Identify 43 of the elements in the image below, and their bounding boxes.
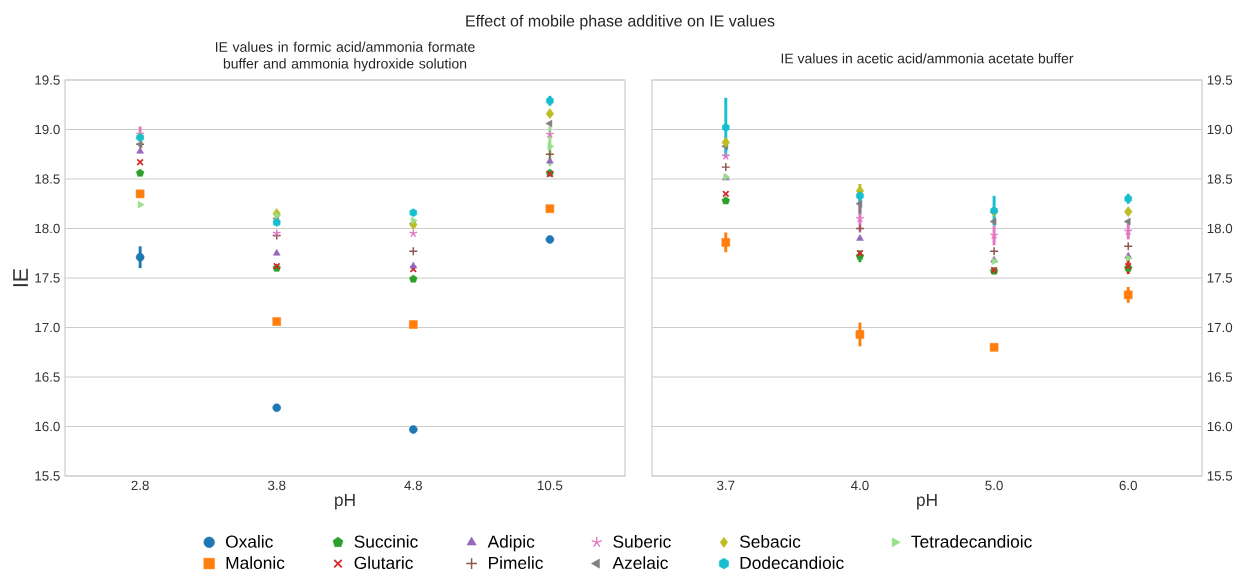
y-tick-label: 16.5 <box>35 372 60 382</box>
x-tick-label: 5.0 <box>985 480 1003 491</box>
legend-label: Dodecandioic <box>740 556 844 570</box>
x-tick-label: 3.8 <box>267 480 286 491</box>
x-tick-label: 3.7 <box>717 480 735 491</box>
y-tick-label: 16.5 <box>1207 372 1233 382</box>
y-tick-label: 16.0 <box>1207 421 1233 432</box>
y-tick-label: 15.5 <box>35 471 60 481</box>
y-tick-label: 19.5 <box>1207 75 1233 85</box>
x-tick-label: 6.0 <box>1119 480 1137 491</box>
x-axis-title: pH <box>335 493 355 510</box>
y-axis-title: IE <box>13 268 28 287</box>
y-tick-label: 19.0 <box>1207 124 1233 135</box>
legend-label: Succinic <box>354 535 418 548</box>
chart-title: Effect of mobile phase additive on IE values <box>466 14 775 30</box>
y-tick-label: 17.5 <box>1207 273 1233 283</box>
y-tick-label: 16.0 <box>35 421 60 432</box>
chart-title: IE values in acetic acid/ammonia acetate buffer <box>781 53 1074 64</box>
y-tick-label: 18.5 <box>1207 174 1233 184</box>
y-tick-label: 19.0 <box>35 124 60 135</box>
x-tick-label: 10.5 <box>537 480 563 491</box>
y-tick-label: 18.5 <box>35 174 60 184</box>
y-tick-label: 18.0 <box>35 223 60 234</box>
legend-label: Azelaic <box>612 556 668 570</box>
legend-label: Suberic <box>613 535 671 548</box>
legend-label: Oxalic <box>225 535 273 548</box>
y-tick-label: 15.5 <box>1207 471 1233 481</box>
y-tick-label: 17.5 <box>35 273 60 283</box>
legend-label: Adipic <box>487 535 535 552</box>
y-tick-label: 17.0 <box>35 322 60 333</box>
x-tick-label: 4.0 <box>850 480 869 491</box>
legend-label: Glutaric <box>354 556 413 570</box>
legend-label: Sebacic <box>739 535 801 548</box>
x-tick-label: 4.8 <box>404 480 422 491</box>
legend-label: Pimelic <box>489 556 543 570</box>
chart-subtitle: IE values in formic acid/ammonia formate buffer and ammonia hydroxide solution <box>215 41 475 72</box>
x-axis-title: pH <box>917 493 937 510</box>
y-tick-label: 19.5 <box>35 75 60 85</box>
y-tick-label: 18.0 <box>1207 223 1233 234</box>
legend-label: Tetradecandioic <box>911 535 1032 548</box>
y-tick-label: 17.0 <box>1207 322 1233 333</box>
x-tick-label: 2.8 <box>131 480 149 491</box>
legend-label: Malonic <box>226 556 285 570</box>
